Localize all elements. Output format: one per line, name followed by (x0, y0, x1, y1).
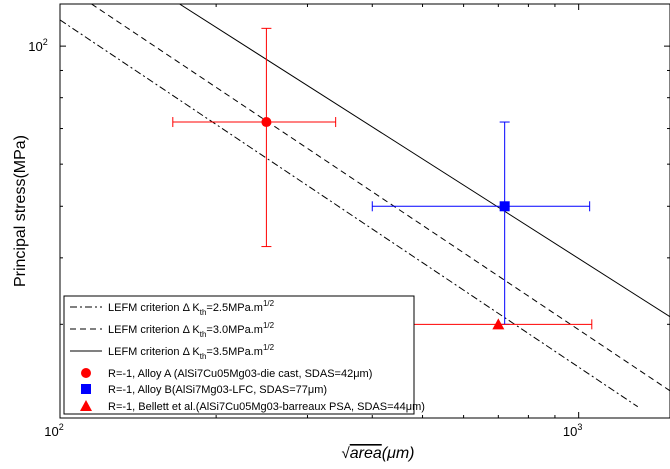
criterion-line-1 (60, 19, 639, 408)
x-tick-label: 103 (563, 422, 582, 439)
legend-entry-line-3: LEFM criterion Δ Kth=3.5MPa.m1/2 (108, 343, 275, 361)
y-tick-label: 102 (28, 37, 47, 54)
x-axis-label: √area(μm) (341, 445, 414, 462)
legend-marker-circle (81, 368, 91, 378)
legend-box (63, 295, 415, 415)
legend-entry-series-2: R=-1, Alloy B(AlSi7Mg03-LFC, SDAS=77μm) (108, 384, 327, 396)
criterion-line-3 (179, 4, 670, 318)
y-axis-label: Principal stress(MPa) (12, 135, 29, 287)
marker-square (499, 201, 510, 212)
legend-entry-series-1: R=-1, Alloy A (AlSi7Cu05Mg03-die cast, S… (108, 368, 372, 380)
legend: LEFM criterion Δ Kth=2.5MPa.m1/2 LEFM cri… (63, 295, 425, 415)
axis-ticks: 102 103 102 (28, 4, 670, 439)
legend-marker-square (81, 384, 91, 394)
marker-triangle (492, 318, 505, 330)
legend-marker-triangle (80, 400, 92, 411)
x-tick-label: 102 (44, 422, 63, 439)
legend-entry-line-1: LEFM criterion Δ Kth=2.5MPa.m1/2 (108, 299, 275, 317)
x-axis-label-unit: (μm) (382, 445, 415, 462)
x-axis-label-main: area (350, 445, 382, 462)
data-point-1 (172, 27, 337, 248)
criterion-line-2 (91, 4, 670, 392)
criterion-lines (60, 4, 670, 408)
legend-entry-series-3: R=-1, Bellett et al.(AlSi7Cu05Mg03-barre… (108, 401, 425, 413)
x-axis-label-sqrt-prefix: √ (341, 445, 350, 462)
marker-circle (261, 117, 272, 128)
legend-entry-line-2: LEFM criterion Δ Kth=3.0MPa.m1/2 (108, 321, 275, 339)
